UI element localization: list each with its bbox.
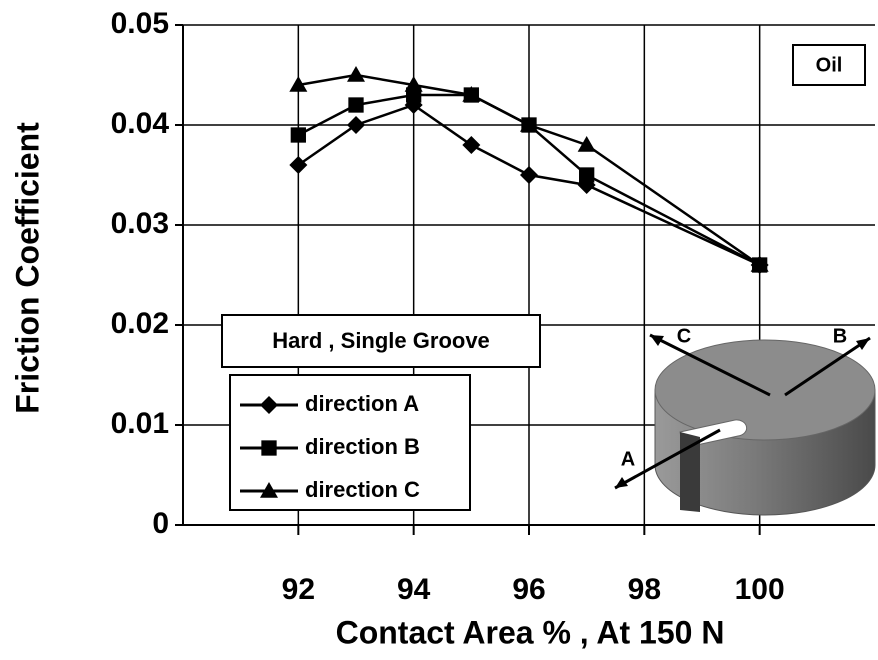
y-tick-label: 0.05 (111, 7, 169, 40)
x-tick-label: 100 (735, 573, 785, 606)
y-tick-label: 0.04 (111, 107, 170, 140)
chart: 0 0.01 0.02 0.03 0.04 0.05 92 94 96 98 100 Oil Har… (0, 0, 878, 655)
marker (289, 156, 307, 174)
marker (347, 66, 365, 82)
annotation: Hard , Single Groove (272, 328, 490, 353)
marker (261, 440, 276, 455)
x-tick-label: 96 (512, 573, 545, 606)
annotation: A (621, 448, 635, 470)
x-axis-title: Contact Area % , At 150 N (336, 614, 725, 650)
marker (347, 116, 365, 134)
y-tick-label: 0.02 (111, 307, 169, 340)
marker (579, 167, 594, 182)
legend-label: direction C (305, 477, 420, 502)
annotation: C (677, 325, 691, 347)
marker (520, 166, 538, 184)
marker (348, 97, 363, 112)
annotation: Oil (816, 54, 843, 76)
y-tick-label: 0 (152, 507, 169, 540)
y-axis-title: Friction Coefficient (9, 122, 45, 414)
marker (462, 136, 480, 154)
x-tick-label: 92 (282, 573, 315, 606)
legend-label: direction A (305, 391, 419, 416)
x-tick-label: 98 (628, 573, 661, 606)
y-tick-label: 0.01 (111, 407, 169, 440)
marker (291, 127, 306, 142)
y-tick-label: 0.03 (111, 207, 169, 240)
annotation: B (833, 325, 847, 347)
legend-label: direction B (305, 434, 420, 459)
x-tick-label: 94 (397, 573, 431, 606)
